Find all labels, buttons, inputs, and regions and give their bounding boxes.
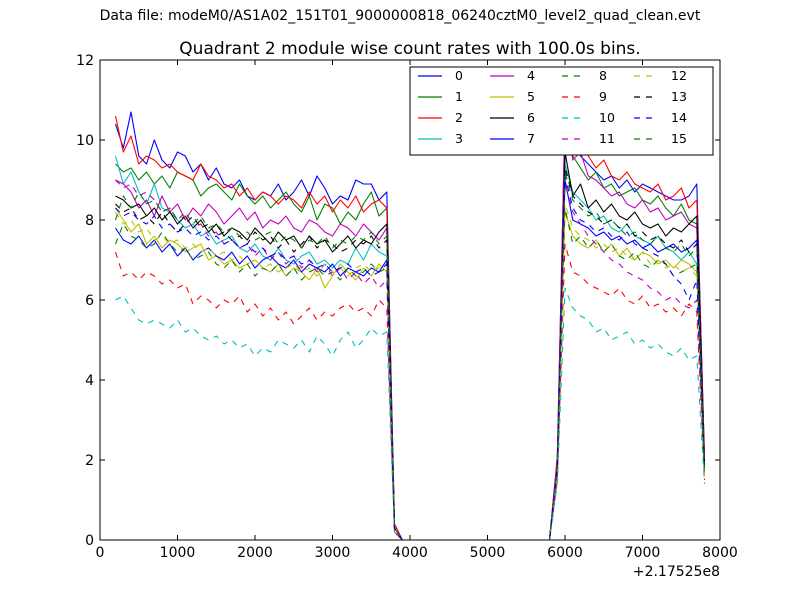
chart-title: Quadrant 2 module wise count rates with …: [179, 39, 640, 59]
x-tick-label: 0: [96, 545, 105, 561]
legend-label-12: 12: [671, 68, 687, 83]
series-line-5: [115, 207, 706, 541]
legend-label-1: 1: [455, 89, 463, 104]
y-tick-label: 0: [85, 533, 94, 549]
legend-label-6: 6: [527, 110, 535, 125]
y-tick-label: 2: [85, 453, 94, 469]
x-offset-label: +2.17525e8: [633, 564, 720, 580]
legend-label-8: 8: [599, 68, 607, 83]
legend-label-7: 7: [527, 131, 535, 146]
figure-suptitle: Data file: modeM0/AS1A02_151T01_90000008…: [99, 8, 701, 24]
legend-frame: [409, 66, 714, 156]
y-tick-label: 10: [76, 133, 94, 149]
ticks-layer: 0 1000 2000 3000 4000 5000 6000 7000 80000246810…: [76, 53, 738, 561]
series-line-8: [114, 207, 706, 541]
legend-label-3: 3: [455, 131, 463, 146]
y-tick-label: 4: [85, 373, 94, 389]
x-tick-label: 4000: [392, 545, 428, 561]
legend-label-5: 5: [527, 89, 535, 104]
series-line-6: [115, 151, 706, 541]
x-tick-label: 7000: [625, 545, 661, 561]
legend-label-15: 15: [671, 131, 687, 146]
legend-label-11: 11: [599, 131, 615, 146]
legend-label-14: 14: [671, 110, 687, 125]
legend-label-2: 2: [455, 110, 463, 125]
series-line-2: [114, 115, 706, 541]
x-tick-label: 5000: [470, 545, 506, 561]
series-line-1: [115, 147, 706, 541]
series-line-9: [114, 243, 706, 541]
series-line-10: [115, 287, 706, 541]
legend-label-0: 0: [455, 68, 463, 83]
y-tick-label: 12: [76, 53, 94, 69]
series-line-15: [114, 171, 706, 541]
y-tick-label: 8: [85, 213, 94, 229]
x-tick-label: 2000: [237, 545, 273, 561]
x-tick-label: 8000: [702, 545, 738, 561]
x-tick-label: 3000: [315, 545, 351, 561]
y-tick-label: 6: [85, 293, 94, 309]
legend-label-10: 10: [599, 110, 615, 125]
legend-label-13: 13: [671, 89, 687, 104]
series-line-12: [115, 203, 706, 541]
legend-label-9: 9: [599, 89, 607, 104]
series-line-0: [114, 111, 706, 541]
series-layer: [114, 111, 706, 541]
x-tick-label: 6000: [547, 545, 583, 561]
series-line-3: [114, 155, 706, 541]
series-line-4: [115, 111, 706, 541]
x-tick-label: 1000: [160, 545, 196, 561]
legend-label-4: 4: [527, 68, 535, 83]
